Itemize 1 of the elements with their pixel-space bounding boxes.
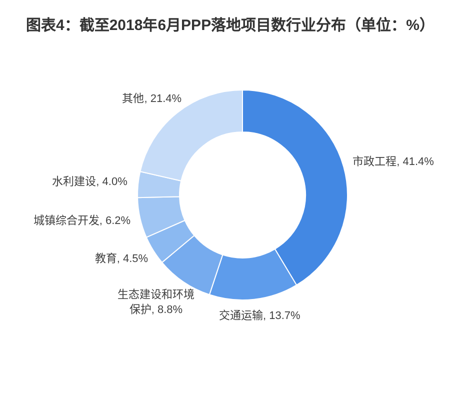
title: 图表4：截至2018年6月PPP落地项目数行业分布（单位：%） xyxy=(26,17,434,34)
